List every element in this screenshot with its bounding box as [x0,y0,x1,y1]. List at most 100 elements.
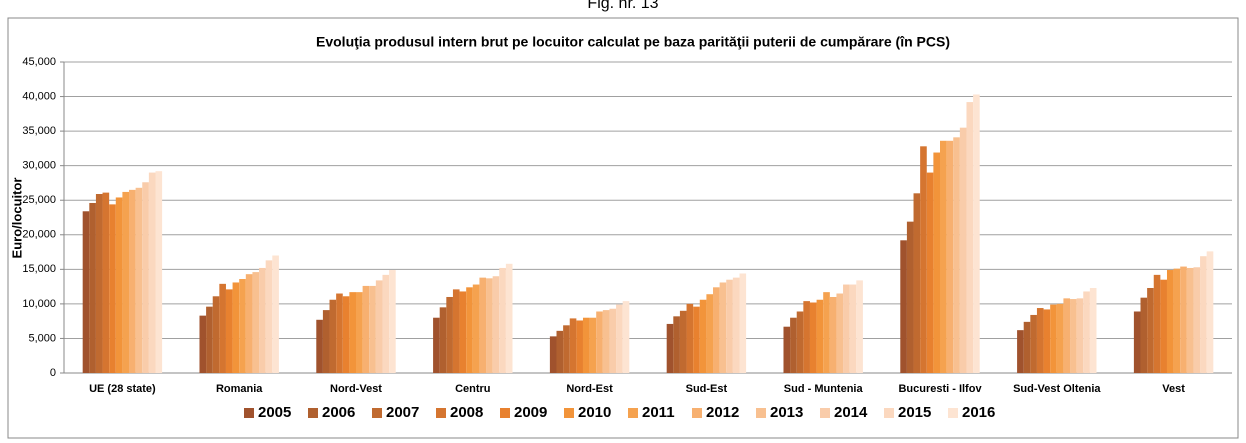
bar [492,276,500,373]
bar [829,296,837,373]
bar [582,317,590,373]
bar [1023,321,1031,373]
bar [1193,267,1201,373]
bar [115,197,123,373]
legend-label: 2010 [578,404,611,421]
bar [602,310,610,373]
x-tick-label: Nord-Est [566,383,613,395]
legend-label: 2011 [642,404,675,421]
bar [556,330,564,373]
legend-swatch [308,408,318,418]
bar [843,284,850,373]
bar [1076,298,1084,373]
bar [316,319,323,373]
bar [920,146,927,373]
bar [1030,314,1037,373]
bar [823,292,830,373]
bar [382,274,390,373]
bar [142,182,149,373]
bar [576,320,583,373]
bar [199,315,207,373]
bar [693,306,700,373]
bar [239,279,246,373]
bar [472,284,480,373]
bar [109,204,116,373]
legend-label: 2008 [450,404,483,421]
bar [232,282,240,373]
bar [486,278,493,373]
bar [906,221,914,373]
chart-title: Evoluţia produsul intern brut pe locuito… [316,34,950,50]
bar [1200,256,1207,373]
bar [732,277,740,373]
legend-swatch [692,408,702,418]
bar [1050,304,1057,373]
bar [95,194,103,373]
x-tick-label: Centru [455,383,490,395]
legend-swatch [564,408,574,418]
x-tick-label: Nord-Vest [330,383,382,395]
bar [809,302,817,373]
bar [206,306,213,373]
bar [102,192,110,373]
x-tick-label: Sud-Vest Oltenia [1013,383,1101,395]
bar [1140,297,1148,373]
y-tick-label: 45,000 [22,56,56,68]
x-tick-label: Sud - Muntenia [784,383,864,395]
x-tick-label: UE (28 state) [89,383,156,395]
bar [563,325,570,373]
bar [342,296,350,373]
legend-label: 2006 [322,404,355,421]
bar [362,285,370,373]
bar [569,318,577,373]
bar [666,323,674,373]
bar [375,280,383,373]
bar [1147,287,1154,373]
bar [940,140,947,373]
bar [1043,309,1051,373]
bar [926,172,934,373]
bar [959,127,967,374]
bar [82,211,90,373]
bar [616,304,623,373]
bar [129,189,136,373]
y-tick-label: 10,000 [22,298,56,310]
x-tick-label: Sud-Est [686,383,728,395]
bar [499,267,506,373]
bar [686,303,694,373]
bar [252,272,260,373]
bar [439,307,447,373]
bar [719,282,727,373]
bar [369,285,376,373]
bar [446,296,453,373]
y-tick-label: 30,000 [22,160,56,172]
legend-swatch [884,408,894,418]
bar [219,283,226,373]
bar [225,289,233,373]
legend-swatch [436,408,446,418]
bar [1133,311,1141,373]
bar [836,293,844,373]
bar [679,310,687,373]
y-tick-label: 20,000 [22,229,56,241]
bar [596,311,603,373]
bar [966,102,974,373]
bar [272,255,279,373]
bar [1206,251,1214,373]
bar [1036,308,1044,373]
legend-swatch [244,408,254,418]
bar [849,284,857,373]
bar [505,263,513,373]
bar [459,291,467,373]
bar [946,140,954,373]
legend-swatch [628,408,638,418]
bar [1180,266,1187,373]
bar [589,317,597,373]
y-tick-label: 15,000 [22,263,56,275]
bar [713,287,720,373]
bar [803,301,810,373]
bar [673,316,680,373]
chart-border [7,17,1239,439]
bar [739,273,747,373]
